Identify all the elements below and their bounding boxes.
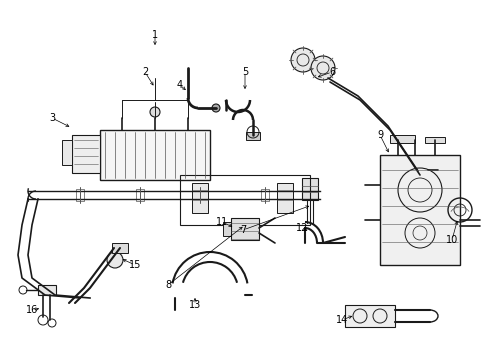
Bar	[261, 189, 269, 201]
Text: 14: 14	[336, 315, 348, 325]
Bar	[112, 243, 128, 253]
Bar	[62, 140, 72, 165]
Bar	[38, 285, 56, 295]
Bar	[196, 189, 204, 201]
Text: 13: 13	[189, 300, 201, 310]
Text: 11: 11	[216, 217, 228, 227]
Text: 12: 12	[296, 223, 308, 233]
Bar	[345, 305, 395, 327]
Circle shape	[433, 165, 443, 175]
Text: 15: 15	[129, 260, 141, 270]
Text: 16: 16	[26, 305, 38, 315]
Text: 2: 2	[142, 67, 148, 77]
Text: 7: 7	[240, 225, 246, 235]
Text: 8: 8	[165, 280, 171, 290]
Bar	[302, 178, 318, 200]
Text: 10: 10	[446, 235, 458, 245]
Bar	[192, 183, 208, 213]
Bar	[231, 218, 259, 240]
Text: 9: 9	[377, 130, 383, 140]
Bar	[246, 132, 260, 140]
Text: 4: 4	[177, 80, 183, 90]
Bar	[180, 175, 310, 225]
Bar	[100, 130, 210, 180]
Bar	[277, 183, 293, 213]
Text: 5: 5	[242, 67, 248, 77]
Bar	[223, 222, 231, 236]
Bar	[425, 137, 445, 143]
Circle shape	[212, 104, 220, 112]
Circle shape	[150, 107, 160, 117]
Circle shape	[291, 48, 315, 72]
Bar	[72, 135, 100, 173]
Bar	[390, 135, 415, 143]
Bar	[380, 155, 460, 265]
Bar	[136, 189, 144, 201]
Bar	[76, 189, 84, 201]
Text: 6: 6	[329, 67, 335, 77]
Text: 1: 1	[152, 30, 158, 40]
Text: 3: 3	[49, 113, 55, 123]
Circle shape	[107, 252, 123, 268]
Circle shape	[311, 56, 335, 80]
